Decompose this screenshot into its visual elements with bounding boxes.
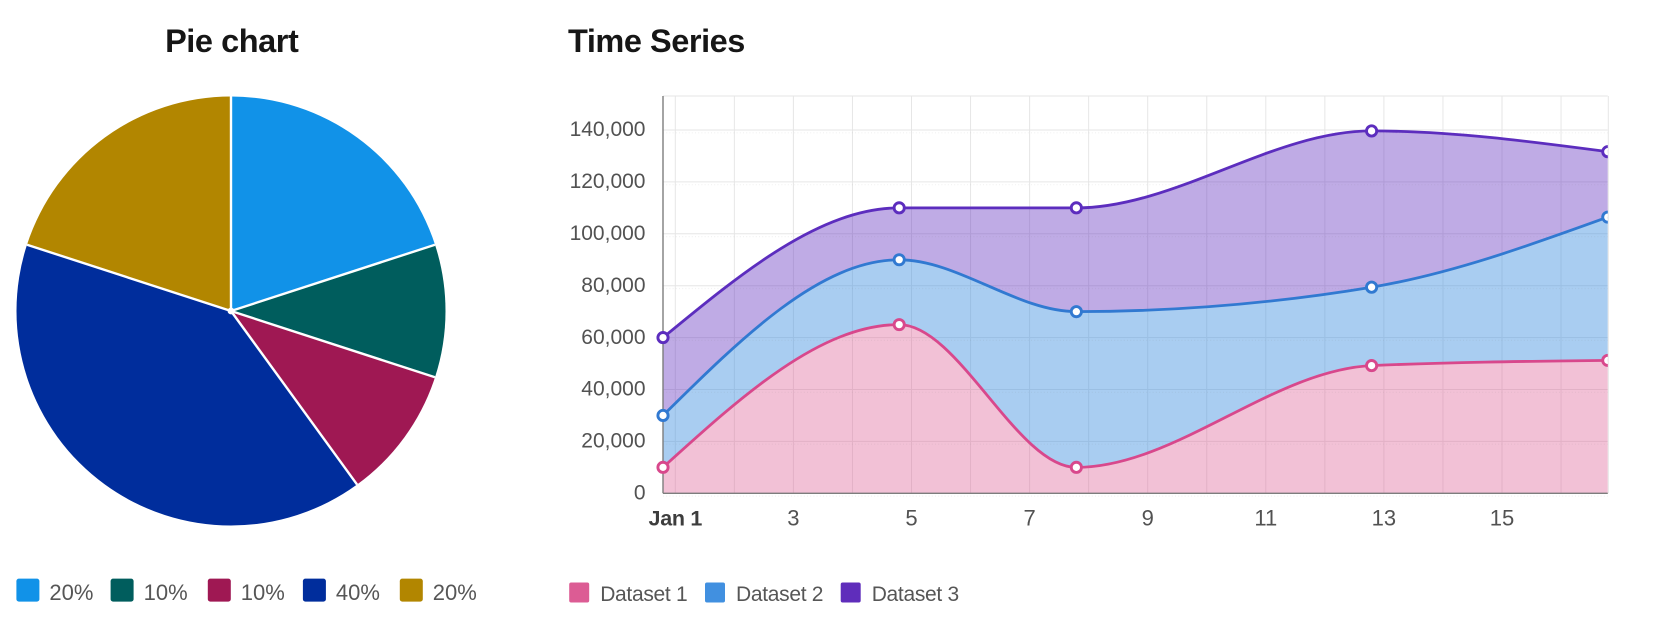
svg-text:Jan 1: Jan 1 — [649, 507, 703, 531]
svg-text:120,000: 120,000 — [570, 170, 646, 193]
svg-text:7: 7 — [1023, 506, 1035, 531]
svg-text:60,000: 60,000 — [581, 326, 645, 349]
svg-text:40%: 40% — [336, 580, 380, 605]
svg-text:Dataset 2: Dataset 2 — [736, 583, 823, 606]
svg-text:20%: 20% — [433, 580, 477, 605]
svg-text:13: 13 — [1372, 506, 1396, 531]
svg-text:80,000: 80,000 — [581, 274, 645, 297]
svg-text:40,000: 40,000 — [581, 378, 645, 401]
svg-text:10%: 10% — [144, 580, 188, 605]
svg-text:15: 15 — [1490, 506, 1514, 531]
svg-text:Time Series: Time Series — [568, 23, 745, 59]
svg-text:9: 9 — [1142, 506, 1154, 531]
svg-text:100,000: 100,000 — [570, 222, 646, 245]
svg-text:3: 3 — [787, 506, 799, 531]
svg-text:0: 0 — [634, 482, 646, 505]
svg-text:20%: 20% — [49, 580, 93, 605]
svg-text:Pie chart: Pie chart — [165, 23, 299, 59]
svg-text:11: 11 — [1254, 506, 1277, 531]
svg-text:Dataset 3: Dataset 3 — [872, 583, 959, 606]
svg-text:140,000: 140,000 — [570, 118, 646, 141]
svg-text:20,000: 20,000 — [581, 430, 645, 453]
svg-text:Dataset 1: Dataset 1 — [600, 583, 687, 606]
svg-text:10%: 10% — [241, 580, 285, 605]
svg-text:5: 5 — [905, 506, 917, 531]
